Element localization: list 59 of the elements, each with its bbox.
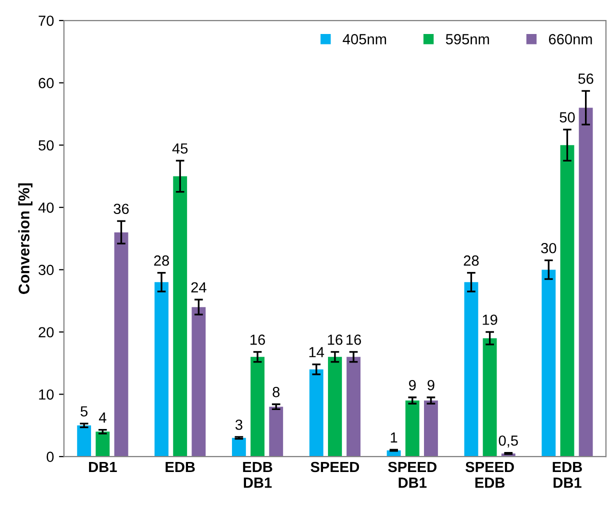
data-label: 16 (250, 334, 265, 345)
legend-label: 405nm (342, 34, 386, 44)
x-tick-label: EDB (166, 462, 195, 472)
data-label: 0,5 (498, 435, 518, 448)
data-label: 9 (428, 380, 434, 390)
data-label: 16 (328, 334, 342, 345)
bar (328, 356, 342, 457)
bar (269, 406, 284, 457)
data-label: 45 (172, 143, 188, 154)
data-label: 14 (309, 347, 324, 358)
bar (96, 432, 110, 457)
x-tick-label: SPEED EDB (466, 462, 514, 488)
data-label: 19 (482, 314, 498, 325)
y-tick-label: 20 (38, 327, 54, 338)
data-label: 30 (541, 242, 556, 254)
legend-label: 595nm (446, 34, 489, 44)
data-label: 8 (272, 386, 280, 398)
bar (482, 338, 497, 457)
bar (77, 425, 92, 457)
data-label: 9 (409, 380, 416, 390)
y-tick-label: 70 (38, 16, 54, 26)
legend-label: 660nm (548, 34, 592, 44)
x-tick-label: EDB DB1 (552, 462, 582, 488)
bar (560, 145, 574, 457)
data-label: 56 (578, 74, 594, 84)
data-label: 36 (114, 204, 129, 214)
bar (578, 108, 593, 457)
y-tick-label: 0 (46, 452, 54, 462)
bar (173, 176, 188, 457)
y-tick-label: 30 (38, 264, 54, 276)
y-tick-label: 50 (38, 140, 54, 151)
data-label: 3 (235, 420, 242, 430)
bar (405, 400, 420, 457)
data-label: 50 (560, 112, 575, 122)
bar (346, 356, 360, 457)
bar (309, 369, 324, 457)
bar (114, 232, 128, 457)
data-label: 28 (464, 255, 479, 266)
data-label: 28 (154, 255, 169, 266)
x-tick-label: EDB DB1 (243, 462, 272, 488)
bar (464, 282, 478, 457)
y-tick-label: 10 (39, 389, 54, 400)
x-tick-label: SPEED (310, 462, 360, 472)
data-label: 1 (390, 432, 398, 443)
data-label: 16 (346, 334, 362, 345)
data-label: 24 (191, 282, 206, 292)
data-label: 4 (98, 412, 106, 423)
bar (424, 400, 438, 457)
y-tick-label: 40 (38, 202, 54, 213)
bar (192, 307, 206, 457)
y-axis-title: Conversion [%] (18, 183, 32, 294)
x-tick-label: SPEED DB1 (388, 462, 436, 488)
bar (542, 270, 556, 457)
bar (154, 282, 168, 457)
y-tick-label: 60 (38, 78, 54, 88)
data-label: 5 (80, 406, 88, 417)
bar (232, 438, 246, 457)
x-tick-label: DB1 (89, 462, 117, 472)
bar (250, 356, 264, 457)
